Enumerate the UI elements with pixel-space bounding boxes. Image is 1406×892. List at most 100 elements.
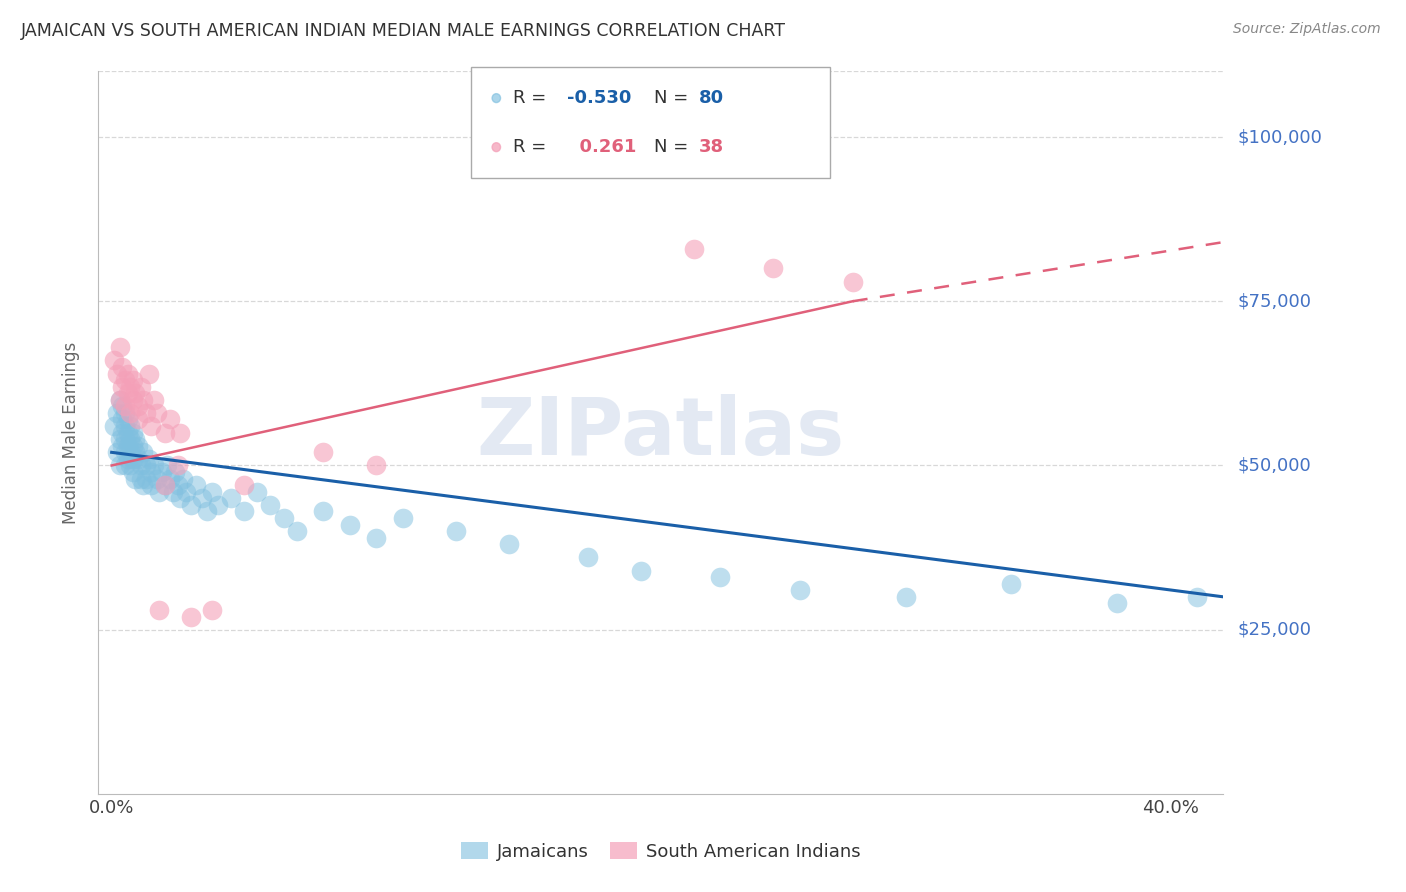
Point — [159, 472, 181, 486]
Point — [153, 478, 176, 492]
Point — [143, 458, 166, 473]
Point — [124, 472, 146, 486]
Point — [108, 392, 131, 407]
Point — [111, 412, 134, 426]
Point — [121, 451, 143, 466]
Point — [312, 445, 335, 459]
Point — [117, 367, 139, 381]
Point — [117, 386, 139, 401]
Point — [124, 432, 146, 446]
Point — [366, 458, 388, 473]
Point — [111, 439, 134, 453]
Point — [762, 261, 785, 276]
Point — [132, 478, 155, 492]
Point — [186, 478, 208, 492]
Point — [117, 425, 139, 440]
Point — [148, 484, 170, 499]
Point — [132, 392, 155, 407]
Point — [366, 531, 388, 545]
Point — [159, 412, 181, 426]
Point — [120, 379, 142, 393]
Point — [141, 419, 163, 434]
Point — [273, 511, 295, 525]
Point — [166, 458, 188, 473]
Text: -0.530: -0.530 — [567, 89, 631, 107]
Point — [121, 425, 143, 440]
Point — [233, 504, 256, 518]
Point — [312, 504, 335, 518]
Point — [111, 400, 134, 414]
Point — [190, 491, 212, 506]
Point — [129, 379, 152, 393]
Point — [114, 373, 136, 387]
Point — [124, 386, 146, 401]
Point — [108, 458, 131, 473]
Text: N =: N = — [654, 138, 693, 156]
Point — [339, 517, 361, 532]
Point — [111, 379, 134, 393]
Y-axis label: Median Male Earnings: Median Male Earnings — [62, 342, 80, 524]
Point — [233, 478, 256, 492]
Text: ZIPatlas: ZIPatlas — [477, 393, 845, 472]
Point — [138, 451, 160, 466]
Point — [114, 400, 136, 414]
Point — [117, 451, 139, 466]
Point — [108, 392, 131, 407]
Point — [141, 478, 163, 492]
Point — [391, 511, 413, 525]
Point — [135, 406, 157, 420]
Text: $100,000: $100,000 — [1237, 128, 1322, 146]
Point — [117, 439, 139, 453]
Point — [121, 465, 143, 479]
Point — [498, 537, 520, 551]
Point — [259, 498, 281, 512]
Point — [105, 445, 128, 459]
Text: 0.261: 0.261 — [567, 138, 636, 156]
Point — [114, 458, 136, 473]
Point — [120, 458, 142, 473]
Point — [709, 570, 731, 584]
Point — [166, 478, 188, 492]
Point — [444, 524, 467, 538]
Point — [145, 472, 167, 486]
Point — [127, 451, 149, 466]
Point — [103, 353, 125, 368]
Point — [127, 439, 149, 453]
Point — [114, 432, 136, 446]
Point — [894, 590, 917, 604]
Point — [114, 445, 136, 459]
Point — [129, 472, 152, 486]
Point — [132, 445, 155, 459]
Point — [169, 491, 191, 506]
Point — [121, 392, 143, 407]
Text: R =: R = — [513, 89, 553, 107]
Point — [114, 406, 136, 420]
Point — [162, 484, 184, 499]
Point — [135, 458, 157, 473]
Point — [201, 484, 224, 499]
Point — [201, 603, 224, 617]
Point — [145, 406, 167, 420]
Point — [117, 412, 139, 426]
Point — [121, 373, 143, 387]
Point — [156, 458, 179, 473]
Point — [127, 400, 149, 414]
Point — [153, 478, 176, 492]
Point — [180, 498, 202, 512]
Text: $50,000: $50,000 — [1237, 457, 1310, 475]
Point — [121, 439, 143, 453]
Text: $75,000: $75,000 — [1237, 293, 1312, 310]
Point — [111, 425, 134, 440]
Point — [108, 340, 131, 354]
Legend: Jamaicans, South American Indians: Jamaicans, South American Indians — [453, 835, 869, 868]
Point — [683, 242, 706, 256]
Point — [103, 419, 125, 434]
Point — [1185, 590, 1208, 604]
Text: $25,000: $25,000 — [1237, 621, 1312, 639]
Point — [174, 484, 197, 499]
Point — [105, 367, 128, 381]
Point — [114, 419, 136, 434]
Point — [138, 367, 160, 381]
Text: R =: R = — [513, 138, 558, 156]
Point — [124, 445, 146, 459]
